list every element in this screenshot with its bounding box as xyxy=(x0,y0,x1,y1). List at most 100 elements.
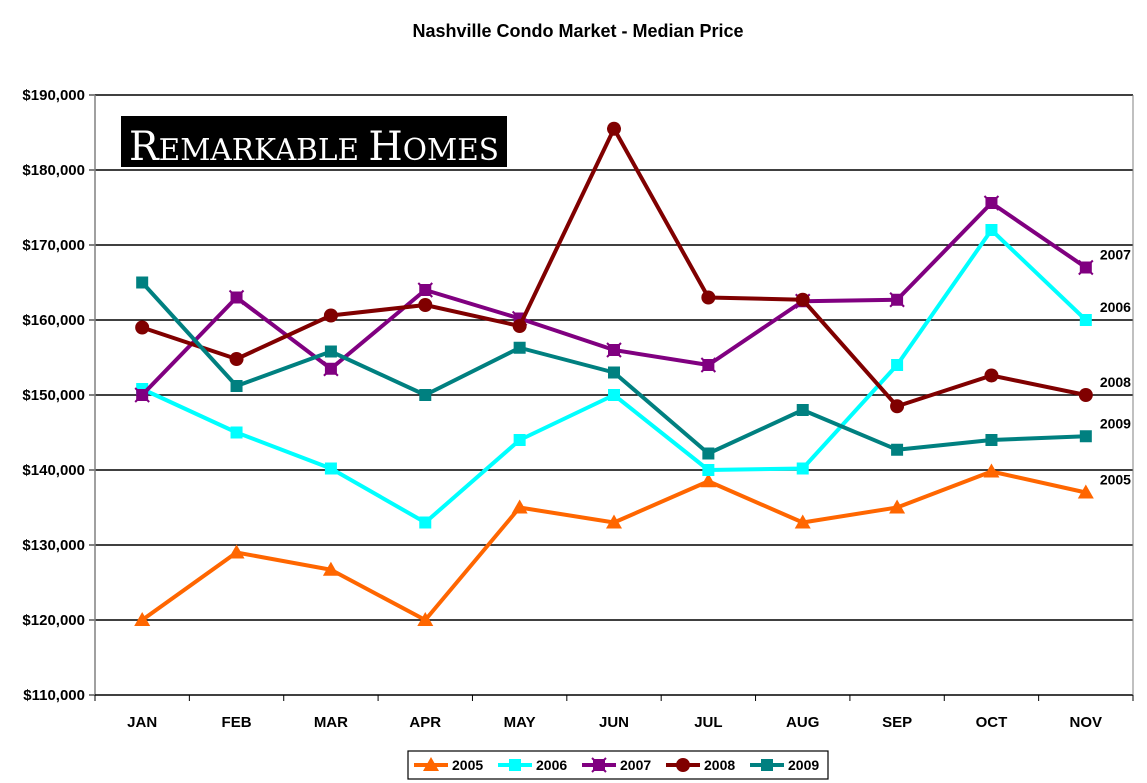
y-tick-label: $140,000 xyxy=(22,462,85,479)
series-2009 xyxy=(136,276,1092,460)
x-tick-label-aug: AUG xyxy=(786,714,819,731)
x-tick-label-apr: APR xyxy=(409,714,441,731)
data-point-2007-jan-stroke xyxy=(134,387,150,403)
data-point-2006-sep xyxy=(891,359,904,371)
series-end-label-2006: 2006 xyxy=(1100,299,1131,315)
logo-initial-r: R xyxy=(129,124,160,170)
legend-swatch-marker xyxy=(423,757,439,771)
gridlines xyxy=(95,94,1133,621)
logo-background xyxy=(121,116,507,167)
data-point-2006-apr xyxy=(419,516,432,529)
series-2008 xyxy=(135,121,1093,414)
legend-item-2006: 2006 xyxy=(498,757,567,773)
x-tick-label-jan: JAN xyxy=(127,714,157,731)
x-tick-label-mar: MAR xyxy=(314,714,348,731)
data-point-2006-nov xyxy=(1079,314,1092,326)
series-2007 xyxy=(134,195,1094,403)
data-point-2009-jul xyxy=(702,447,715,460)
legend-swatch-marker xyxy=(761,759,773,771)
legend-swatch-marker xyxy=(509,759,521,771)
data-point-2009-jan xyxy=(136,276,149,289)
data-point-2006-aug xyxy=(796,462,809,475)
data-point-2008-nov xyxy=(1078,388,1093,402)
data-point-2005-jan xyxy=(134,612,151,626)
x-tick-label-jun: JUN xyxy=(599,714,629,731)
legend-swatch-marker-stroke xyxy=(591,757,607,773)
axes xyxy=(94,95,1134,696)
remarkable-homes-logo: REMARKABLE HOMES xyxy=(121,116,507,170)
data-point-2007-jul-stroke xyxy=(700,357,717,373)
x-axis-ticks: JAN FEB MAR APR MAY JUN JUL AUG SEP OCT NOV xyxy=(94,695,1134,731)
series-2005 xyxy=(134,463,1094,626)
legend-label-2008: 2008 xyxy=(704,757,735,773)
data-point-2009-may xyxy=(513,341,526,354)
series-end-label-2008: 2008 xyxy=(1100,374,1131,390)
x-tick-label-sep: SEP xyxy=(882,714,912,731)
data-point-2008-aug xyxy=(795,292,810,307)
data-point-2007-mar-stroke xyxy=(323,361,339,377)
data-point-2008-feb xyxy=(229,352,244,366)
data-point-2009-mar xyxy=(324,345,337,358)
legend-label-2005: 2005 xyxy=(452,757,483,773)
data-point-2006-may xyxy=(513,434,526,446)
logo-text: REMARKABLE HOMES xyxy=(129,124,499,170)
series-end-label-2005: 2005 xyxy=(1100,472,1131,488)
y-tick-label: $150,000 xyxy=(22,387,85,404)
data-point-2008-jan xyxy=(135,320,150,335)
data-point-2005-apr xyxy=(417,612,434,626)
legend-swatch-marker xyxy=(676,758,690,772)
data-point-2005-oct xyxy=(983,463,1000,478)
data-point-2008-mar xyxy=(323,308,338,323)
data-point-2005-mar xyxy=(322,561,339,576)
series-end-label-2007: 2007 xyxy=(1100,247,1131,263)
data-point-2009-apr xyxy=(419,389,432,401)
data-point-2005-sep xyxy=(889,499,906,514)
legend-item-2008: 2008 xyxy=(666,757,735,773)
data-point-2009-aug xyxy=(796,404,809,416)
data-point-2009-oct xyxy=(985,434,998,446)
chart-title: Nashville Condo Market - Median Price xyxy=(412,21,743,41)
data-point-2008-jun xyxy=(607,121,621,136)
data-point-2008-apr xyxy=(418,298,433,312)
y-tick-label: $160,000 xyxy=(22,312,85,329)
x-tick-label-oct: OCT xyxy=(976,714,1008,731)
data-point-2009-jun xyxy=(608,366,620,379)
legend-item-2005: 2005 xyxy=(414,757,483,773)
data-point-2006-jul xyxy=(702,464,715,476)
data-point-2009-sep xyxy=(891,443,904,456)
data-point-2007-jun-stroke xyxy=(606,342,622,358)
legend-item-2009: 2009 xyxy=(750,757,819,773)
y-tick-label: $120,000 xyxy=(22,612,85,629)
legend-label-2006: 2006 xyxy=(536,757,567,773)
legend-label-2009: 2009 xyxy=(788,757,819,773)
series-end-labels: 2005 2006 2007 2008 2009 xyxy=(1100,247,1131,488)
data-point-2006-jun xyxy=(608,389,620,401)
y-tick-label: $190,000 xyxy=(22,87,85,104)
data-point-2009-feb xyxy=(230,380,243,392)
x-tick-label-may: MAY xyxy=(504,714,536,731)
data-point-2007-oct-stroke xyxy=(983,195,1000,211)
data-point-2007-feb-stroke xyxy=(228,289,245,306)
y-tick-label: $110,000 xyxy=(23,687,85,704)
legend: 2005 2006 2007 2008 2009 xyxy=(407,750,829,780)
data-point-2009-nov xyxy=(1079,430,1092,443)
x-tick-label-nov: NOV xyxy=(1070,714,1103,731)
data-point-2005-aug xyxy=(794,514,811,529)
legend-label-2007: 2007 xyxy=(620,757,651,773)
y-tick-label: $180,000 xyxy=(22,162,85,179)
series-end-label-2009: 2009 xyxy=(1100,415,1131,431)
data-point-2005-jul xyxy=(700,473,717,488)
data-point-2008-sep xyxy=(890,399,905,414)
data-point-2006-oct xyxy=(985,224,998,236)
data-point-2005-feb xyxy=(228,544,245,559)
legend-item-2007: 2007 xyxy=(582,757,651,773)
data-point-2006-mar xyxy=(324,462,337,475)
data-point-2007-apr-stroke xyxy=(417,282,433,298)
x-tick-label-jul: JUL xyxy=(694,714,722,731)
data-point-2005-may xyxy=(511,499,528,514)
y-axis-ticks: $110,000 $120,000 $130,000 $140,000 $150,000… xyxy=(22,87,95,704)
logo-initial-h: H xyxy=(368,124,402,170)
series-2006 xyxy=(136,224,1092,529)
data-point-2007-sep-stroke xyxy=(889,292,905,308)
